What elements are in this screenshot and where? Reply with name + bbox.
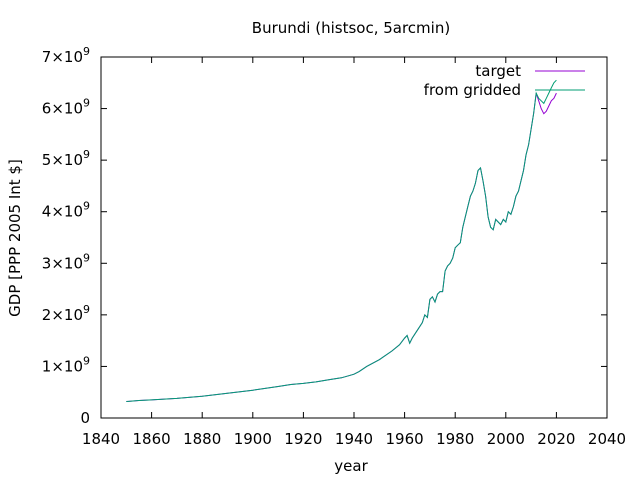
y-tick-label: 6×109 (42, 97, 90, 118)
y-tick-label: 3×109 (42, 251, 90, 272)
x-tick-label: 1920 (284, 430, 322, 448)
series-layer (126, 79, 557, 402)
series-line-0 (126, 92, 557, 402)
y-tick-label: 0 (80, 409, 90, 427)
y-tick-label: 7×109 (42, 45, 90, 66)
y-tick-label: 1×109 (42, 354, 90, 375)
x-tick-label: 2040 (588, 430, 626, 448)
y-tick-label: 5×109 (42, 148, 90, 169)
plot-border (100, 56, 608, 419)
chart-title: Burundi (histsoc, 5arcmin) (252, 19, 450, 37)
x-tick-label: 1960 (386, 430, 424, 448)
x-tick-label: 1860 (133, 430, 171, 448)
x-tick-label: 2020 (537, 430, 575, 448)
x-tick-label: 1880 (183, 430, 221, 448)
x-tick-label: 1940 (335, 430, 373, 448)
legend-label-1: from gridded (424, 81, 521, 99)
x-tick-label: 1900 (234, 430, 272, 448)
legend-label-0: target (475, 62, 521, 80)
y-axis: 0 1×109 2×109 3×109 4×109 5×109 6×109 7×109 (42, 45, 607, 427)
plot-frame (100, 56, 608, 419)
y-tick-label: 2×109 (42, 303, 90, 324)
x-tick-label: 2000 (487, 430, 525, 448)
x-tick-label: 1980 (436, 430, 474, 448)
y-tick-label: 4×109 (42, 200, 90, 221)
x-axis: 1840 1860 1880 1900 1920 1940 1960 1980 2000 2020… (82, 57, 626, 448)
series-line-1 (126, 79, 557, 402)
x-tick-label: 1840 (82, 430, 120, 448)
x-axis-label: year (334, 457, 368, 475)
y-axis-label: GDP [PPP 2005 Int $] (6, 159, 24, 317)
